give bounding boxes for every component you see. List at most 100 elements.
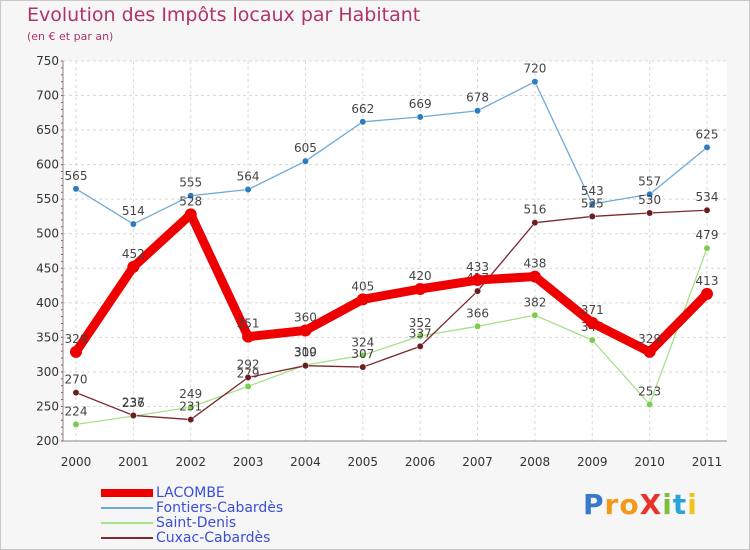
data-point [643, 345, 656, 358]
data-point [588, 213, 596, 220]
proxiti-logo: ProXiti [583, 488, 698, 521]
x-tick-label: 2001 [118, 455, 149, 469]
data-label: 516 [523, 203, 546, 217]
data-label: 413 [696, 274, 719, 288]
x-tick-label: 2008 [520, 455, 551, 469]
data-point [184, 208, 197, 221]
y-tick-label: 500 [36, 227, 59, 241]
y-tick-label: 200 [36, 434, 59, 448]
series-lacombe: 329 452 528 351 360 405 420 433 438 371 329 413 [65, 194, 719, 358]
y-tick-label: 250 [36, 399, 59, 413]
data-point [703, 143, 711, 151]
logo-letter: X [639, 488, 663, 521]
data-point [244, 382, 252, 390]
x-tick-label: 2007 [462, 455, 493, 469]
logo-letter: i [687, 488, 698, 521]
x-tick-label: 2011 [692, 455, 723, 469]
data-point [242, 330, 255, 343]
data-label: 534 [696, 190, 719, 204]
data-point [72, 389, 80, 397]
legend-label-cuxac: Cuxac-Cabardès [156, 530, 271, 546]
data-label: 371 [581, 303, 604, 317]
data-label: 720 [523, 62, 546, 76]
data-point [588, 200, 596, 208]
data-point [416, 332, 424, 340]
data-label: 292 [237, 357, 260, 371]
data-point [244, 186, 252, 193]
data-label: 479 [696, 228, 719, 242]
data-label: 324 [351, 335, 374, 349]
data-label: 557 [638, 174, 661, 188]
data-label: 555 [179, 176, 202, 190]
data-label: 565 [65, 169, 88, 183]
data-point [414, 283, 427, 295]
data-point [356, 293, 369, 306]
data-point [588, 336, 596, 344]
data-point [474, 107, 481, 115]
data-point [72, 420, 80, 428]
data-point [531, 311, 539, 319]
data-label: 452 [122, 247, 145, 261]
data-label: 309 [294, 346, 317, 360]
series-line-cuxac-cabard-s [75, 209, 708, 421]
y-tick-label: 700 [36, 89, 59, 103]
data-label: 366 [466, 306, 489, 320]
data-point [187, 192, 195, 200]
data-label: 405 [351, 279, 374, 293]
data-label: 310 [294, 345, 317, 359]
data-point [531, 78, 539, 86]
x-tick-label: 2002 [175, 455, 206, 469]
data-label: 433 [466, 260, 489, 274]
x-tick-label: 2003 [233, 455, 264, 469]
x-tick-label: 2004 [290, 455, 321, 469]
x-tick-label: 2010 [634, 455, 665, 469]
data-point [127, 260, 140, 273]
data-point [701, 287, 713, 300]
y-tick-label: 450 [36, 261, 59, 275]
data-label: 270 [65, 373, 88, 387]
data-label: 249 [179, 387, 202, 401]
series-line-saint-denis [75, 247, 708, 426]
y-tick-label: 550 [36, 192, 59, 206]
data-label: 525 [581, 196, 604, 210]
data-point [474, 322, 481, 330]
legend-swatch-cuxac [101, 537, 153, 539]
data-point [703, 244, 711, 252]
legend-swatch-lacombe [101, 489, 153, 497]
chart-subtitle: (en € et par an) [27, 30, 114, 43]
plot-area [63, 61, 727, 441]
data-label: 528 [179, 194, 202, 208]
data-point [474, 287, 481, 295]
data-point [528, 270, 541, 283]
data-label: 564 [237, 170, 260, 184]
x-tick-label: 2000 [61, 455, 92, 469]
data-label: 382 [523, 295, 546, 309]
data-label: 237 [122, 395, 145, 409]
legend-label-lacombe: LACOMBE [156, 485, 225, 501]
data-label: 224 [65, 404, 88, 418]
data-point [187, 416, 195, 424]
data-label: 669 [409, 97, 432, 111]
legend-label-fontiers: Fontiers-Cabardès [156, 500, 284, 516]
data-point [703, 206, 711, 214]
data-point [129, 411, 137, 419]
data-point [646, 190, 654, 198]
data-point [302, 157, 309, 165]
data-label: 337 [409, 326, 432, 340]
x-tick-label: 2009 [577, 455, 608, 469]
data-point [187, 403, 195, 411]
chart-title: Evolution des Impôts locaux par Habitant [27, 4, 421, 26]
data-point [70, 345, 82, 358]
data-label: 420 [409, 269, 432, 283]
logo-letter: P [583, 488, 605, 521]
data-point [646, 209, 654, 217]
data-label: 438 [523, 257, 546, 271]
series-line-lacombe [71, 209, 712, 357]
data-label: 236 [122, 396, 145, 410]
y-tick-label: 600 [36, 158, 59, 172]
data-label: 605 [294, 141, 317, 155]
data-point [416, 113, 424, 121]
y-tick-label: 400 [36, 296, 59, 310]
